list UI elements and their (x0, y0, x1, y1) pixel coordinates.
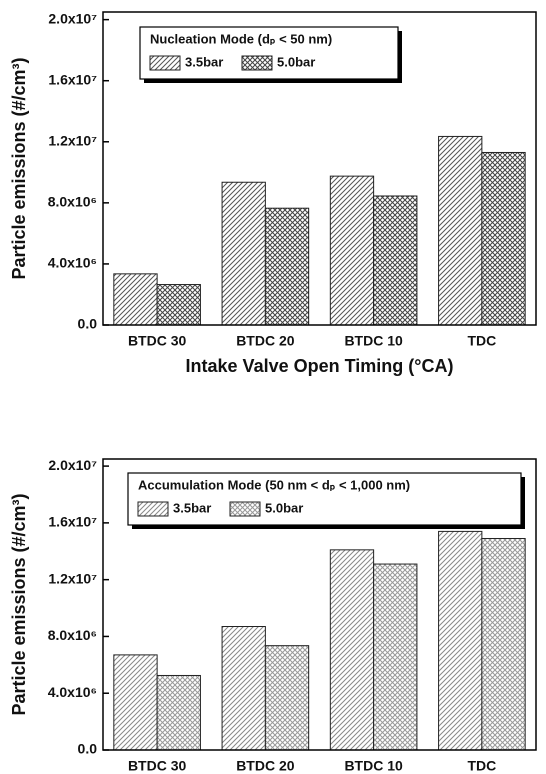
bar (156, 284, 201, 326)
y-tick-label: 2.0x10⁷ (48, 457, 97, 473)
x-tick-label: BTDC 30 (128, 758, 187, 774)
bar (113, 654, 158, 751)
legend-swatch (229, 501, 261, 517)
legend-label: 3.5bar (185, 54, 223, 69)
y-tick-label: 2.0x10⁷ (48, 10, 97, 26)
bar (221, 626, 266, 751)
y-tick-label: 0.0 (78, 316, 98, 332)
x-axis-label: Intake Valve Open Timing (°CA) (186, 356, 454, 376)
plot-frame (102, 11, 537, 326)
y-axis-label: Particle emissions (#/cm³) (9, 57, 29, 279)
x-tick-label: BTDC 20 (236, 758, 295, 774)
legend-title: Accumulation Mode (50 nm < dₚ < 1,000 nm… (138, 477, 410, 492)
bar (438, 530, 483, 751)
legend-box (127, 472, 522, 526)
bar (329, 549, 375, 751)
y-tick-label: 1.6x10⁷ (48, 514, 97, 530)
bar (221, 181, 266, 326)
bar (113, 273, 158, 326)
x-tick-label: TDC (467, 758, 496, 774)
y-tick-label: 1.6x10⁷ (48, 71, 97, 87)
x-tick-label: TDC (467, 333, 496, 349)
bar (264, 645, 310, 751)
y-tick-label: 8.0x10⁶ (48, 627, 97, 643)
x-tick-label: BTDC 20 (236, 333, 295, 349)
legend-title: Nucleation Mode (dₚ < 50 nm) (150, 31, 332, 46)
plot-frame (102, 458, 537, 751)
y-tick-label: 1.2x10⁷ (48, 132, 97, 148)
bar (373, 195, 418, 326)
y-tick-label: 0.0 (78, 741, 98, 757)
bar (481, 151, 526, 326)
legend-label: 5.0bar (277, 54, 315, 69)
legend-label: 3.5bar (173, 500, 211, 515)
bar (438, 135, 483, 326)
x-tick-label: BTDC 10 (344, 333, 403, 349)
x-tick-label: BTDC 10 (344, 758, 403, 774)
bar (481, 537, 526, 751)
legend-swatch (137, 501, 169, 517)
legend-swatch (149, 55, 181, 71)
y-tick-label: 4.0x10⁶ (48, 255, 97, 271)
y-axis-label: Particle emissions (#/cm³) (9, 493, 29, 715)
legend-swatch (241, 55, 273, 71)
bar (329, 175, 375, 326)
bar (373, 563, 418, 751)
x-tick-label: BTDC 30 (128, 333, 187, 349)
y-tick-label: 1.2x10⁷ (48, 570, 97, 586)
legend-label: 5.0bar (265, 500, 303, 515)
y-tick-label: 4.0x10⁶ (48, 684, 97, 700)
bar (156, 674, 201, 751)
y-tick-label: 8.0x10⁶ (48, 194, 97, 210)
bar (264, 207, 310, 326)
